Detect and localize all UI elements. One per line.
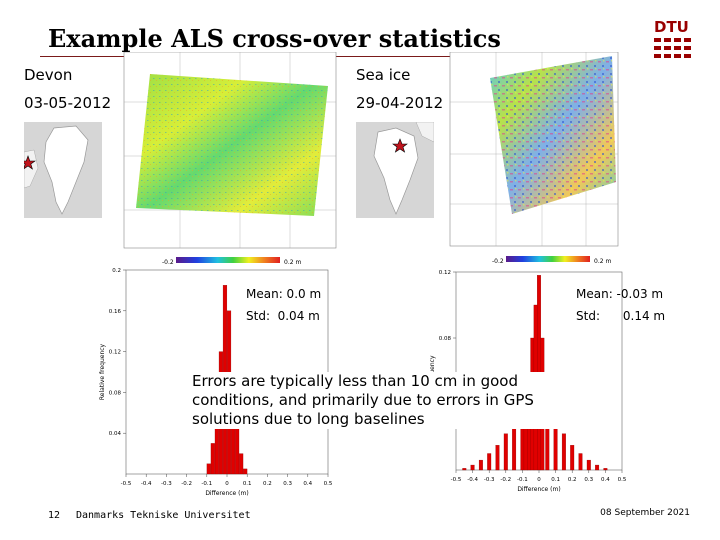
left-hist-x-tick-label: -0.3	[161, 481, 172, 487]
left-hist-x-tick-label: -0.5	[121, 481, 132, 487]
left-hist-x-axis-label: Difference (m)	[205, 490, 248, 497]
right-hist-x-tick-label: -0.5	[451, 477, 462, 483]
left-hist-x-tick-label: -0.2	[181, 481, 192, 487]
right-date-label: 29-04-2012	[356, 94, 444, 112]
right-hist-x-tick-label: -0.1	[517, 477, 528, 483]
left-hist-y-tick-label: 0.08	[109, 390, 122, 396]
right-hist-bar	[561, 433, 566, 471]
left-colorbar-min: -0.2	[162, 259, 174, 266]
left-colorbar-max: 0.2 m	[284, 259, 301, 266]
slide-date: 08 September 2021	[600, 508, 690, 518]
right-hist-x-tick-label: -0.3	[484, 477, 495, 483]
right-hist-bar	[495, 445, 500, 471]
left-region-label: Devon	[24, 66, 73, 84]
left-hist-bar	[243, 468, 248, 475]
star-marker-icon	[24, 155, 36, 170]
right-hist-bar	[478, 459, 483, 471]
left-hist-x-tick-label: 0	[225, 481, 229, 487]
right-hist-y-tick-label: 0.08	[439, 336, 452, 342]
right-greenland-map	[356, 122, 434, 218]
right-mean-stat: Mean: -0.03 m	[576, 287, 664, 301]
right-hist-bar	[595, 464, 600, 471]
left-hist-x-tick-label: 0.4	[303, 481, 312, 487]
dtu-logo: DTU	[654, 18, 691, 58]
right-colorbar-min: -0.2	[492, 258, 504, 265]
right-hist-x-tick-label: 0.3	[584, 477, 593, 483]
logo-text: DTU	[654, 18, 689, 36]
left-hist-bar	[239, 453, 244, 475]
left-hist-x-tick-label: 0.1	[243, 481, 252, 487]
slide-title: Example ALS cross-over statistics	[48, 24, 501, 53]
star-marker-icon	[392, 138, 408, 153]
right-region-label: Sea ice	[356, 66, 411, 84]
left-std-stat: Std: 0.04 m	[246, 309, 320, 323]
right-hist-x-tick-label: 0.2	[568, 477, 577, 483]
right-hist-x-tick-label: -0.2	[500, 477, 511, 483]
left-hist-y-tick-label: 0.04	[109, 431, 122, 437]
right-difference-map: -0.2 0.2 m	[449, 52, 619, 265]
right-hist-bar	[487, 453, 492, 471]
page-number: 12	[48, 510, 61, 521]
left-hist-x-tick-label: 0.5	[324, 481, 333, 487]
left-date-label: 03-05-2012	[24, 94, 112, 112]
right-hist-bar	[503, 433, 508, 471]
left-hist-bar	[210, 443, 215, 475]
left-hist-y-axis-label: Relative frequency	[99, 343, 106, 400]
left-difference-map: -0.2 0.2 m	[123, 52, 337, 266]
right-hist-bar	[470, 464, 475, 471]
caption-text: Errors are typically less than 10 cm in …	[192, 372, 572, 429]
left-hist-bar	[235, 422, 240, 475]
right-colorbar-max: 0.2 m	[594, 258, 611, 265]
right-hist-bar	[586, 459, 591, 471]
right-hist-bar	[462, 468, 467, 471]
right-hist-bar	[570, 445, 575, 471]
left-hist-y-tick-label: 0.12	[109, 350, 121, 356]
organization-name: Danmarks Tekniske Universitet	[76, 510, 251, 521]
left-hist-x-tick-label: 0.3	[283, 481, 292, 487]
right-hist-y-tick-label: 0.12	[439, 270, 451, 276]
left-hist-x-tick-label: -0.1	[201, 481, 212, 487]
right-hist-bar	[603, 468, 608, 471]
left-hist-y-tick-label: 0.16	[109, 309, 122, 315]
right-hist-x-tick-label: 0.1	[551, 477, 560, 483]
right-hist-bar	[578, 453, 583, 471]
left-hist-bar	[206, 463, 211, 475]
left-hist-y-tick-label: 0.2	[112, 268, 121, 274]
left-mean-stat: Mean: 0.0 m	[246, 287, 322, 301]
left-greenland-map	[24, 122, 102, 218]
left-hist-x-tick-label: -0.4	[141, 481, 152, 487]
right-hist-y-axis-label: Frequency	[429, 355, 436, 386]
left-hist-x-tick-label: 0.2	[263, 481, 272, 487]
right-hist-x-tick-label: -0.4	[467, 477, 478, 483]
right-hist-x-tick-label: 0.5	[618, 477, 626, 483]
right-std-stat: Std: 0.14 m	[576, 309, 666, 323]
right-hist-x-axis-label: Difference (m)	[517, 486, 560, 493]
right-hist-x-tick-label: 0	[537, 477, 541, 483]
right-hist-x-tick-label: 0.4	[601, 477, 610, 483]
